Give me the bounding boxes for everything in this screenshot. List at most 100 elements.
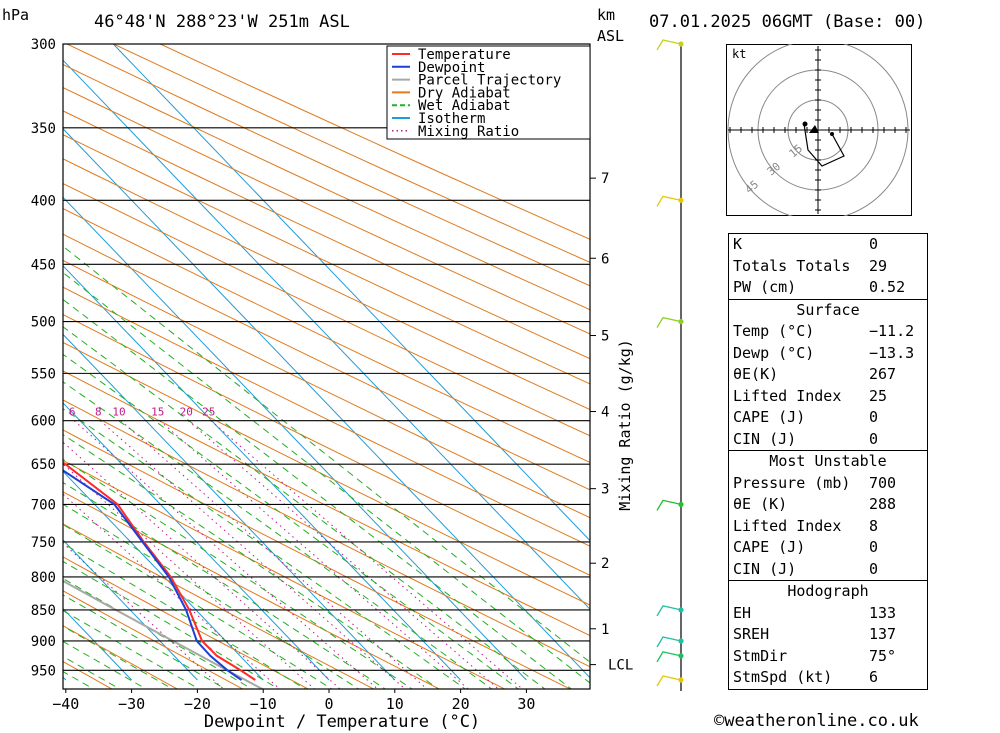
isotherm-line — [63, 607, 132, 681]
temperature-tick-label: −10 — [250, 695, 277, 713]
hodograph-point — [830, 132, 834, 136]
temperature-tick-label: 0 — [324, 695, 333, 713]
sfc-li-value: 25 — [869, 386, 888, 405]
sfc-li-label: Lifted Index — [733, 386, 842, 405]
wind-barb-staff — [656, 316, 682, 328]
wet-adiabat-line — [63, 594, 227, 689]
mu-pressure-label: Pressure (mb) — [733, 473, 851, 492]
wet-adiabat-line — [63, 408, 467, 689]
datetime-title: 07.01.2025 06GMT (Base: 00) — [649, 12, 926, 32]
mixing-ratio-line — [63, 493, 281, 689]
wet-adiabat-line — [63, 245, 590, 663]
temperature-tick-label: −40 — [52, 695, 79, 713]
km-tick-label: 3 — [601, 482, 609, 498]
wet-adiabat-line — [63, 655, 121, 689]
mu-li-label: Lifted Index — [733, 516, 842, 535]
storm-motion-marker — [809, 125, 819, 133]
eh-value: 133 — [869, 603, 897, 622]
sfc-temp-value: −11.2 — [869, 322, 915, 340]
sfc-dewp-value: −13.3 — [869, 343, 915, 362]
hodograph-point — [802, 121, 808, 127]
stmdir-value: 75° — [869, 646, 897, 665]
surface-title: Surface — [796, 300, 860, 319]
legend-label: Dewpoint — [418, 60, 485, 76]
dry-adiabat-line — [63, 625, 179, 689]
stmspd-label: StmSpd (kt) — [733, 668, 833, 686]
wind-barb — [656, 499, 684, 511]
km-tick-label: 4 — [601, 405, 609, 421]
pressure-tick-label: 950 — [31, 663, 56, 679]
hodograph-unit: kt — [732, 47, 746, 61]
pressure-tick-label: 750 — [31, 535, 56, 551]
hpa-label: hPa — [2, 6, 30, 24]
wet-adiabat-line — [63, 298, 573, 689]
wet-adiabat-line — [63, 326, 546, 689]
mixing-ratio-value-label: 10 — [112, 406, 125, 419]
wind-barb-staff — [656, 651, 682, 663]
pw-value: 0.52 — [869, 278, 906, 296]
dry-adiabat-line — [63, 233, 590, 491]
legend-label: Isotherm — [418, 111, 485, 127]
dewpoint-profile-line — [63, 469, 243, 681]
legend-box — [386, 45, 591, 140]
wind-barb-staff — [656, 499, 682, 511]
dry-adiabat-line — [63, 341, 590, 606]
km-tick-label: LCL — [608, 658, 633, 674]
wind-barb-staff — [656, 195, 682, 207]
dry-adiabat-line — [63, 590, 244, 689]
dry-adiabat-line — [63, 313, 590, 576]
mixing-ratio-value-label: 25 — [202, 406, 215, 419]
sreh-label: SREH — [733, 625, 770, 643]
credit-text: ©weatheronline.co.uk — [714, 711, 919, 731]
dry-adiabat-line — [63, 370, 590, 637]
pressure-tick-label: 900 — [31, 634, 56, 650]
pressure-tick-label: 850 — [31, 603, 56, 619]
pressure-tick-label: 350 — [31, 121, 56, 137]
isotherm-line — [63, 265, 461, 681]
km-tick-label: 2 — [601, 556, 609, 572]
mixing-ratio-value-label: 20 — [180, 406, 193, 419]
isotherm-line — [63, 128, 590, 679]
wet-adiabat-line — [63, 560, 280, 689]
legend-label: Dry Adiabat — [418, 85, 511, 101]
hodograph-trace — [803, 123, 845, 167]
plot-frame — [62, 43, 591, 690]
wind-barb-staff — [656, 675, 682, 687]
wind-barb — [656, 636, 684, 648]
sfc-cape-value: 0 — [869, 408, 879, 426]
mu-cape-label: CAPE (J) — [733, 538, 806, 556]
wind-barb — [656, 675, 684, 687]
isotherm-line — [63, 196, 527, 681]
temperature-tick-label: −20 — [184, 695, 211, 713]
asl-label: ASL — [597, 27, 625, 45]
sfc-temp-label: Temp (°C) — [733, 322, 815, 340]
sfc-cin-label: CIN (J) — [733, 429, 797, 448]
mu-cin-value: 0 — [869, 559, 879, 578]
pressure-tick-label: 550 — [31, 366, 56, 382]
mixing-ratio-line — [187, 420, 500, 689]
k-label: K — [733, 235, 743, 253]
isotherm-line — [63, 470, 264, 681]
legend-label: Wet Adiabat — [418, 98, 511, 114]
mu-title: Most Unstable — [769, 452, 887, 470]
tt-value: 29 — [869, 256, 888, 275]
mixing-ratio-line — [99, 420, 406, 689]
wind-barb — [656, 39, 684, 51]
k-value: 0 — [869, 235, 879, 253]
index-table: K 0 Totals Totals 29 PW (cm) 0.52 Surface T… — [728, 233, 928, 690]
wind-barb — [656, 316, 684, 328]
mu-thetae-value: 288 — [869, 495, 897, 513]
wind-barb-staff — [656, 605, 682, 617]
dry-adiabat-line — [63, 556, 310, 689]
sfc-thetae-value: 267 — [869, 365, 897, 383]
isotherm-line — [63, 539, 198, 681]
isotherm-line — [63, 333, 396, 681]
dry-adiabat-line — [63, 286, 590, 547]
wind-barb-dot — [678, 607, 684, 613]
stmspd-value: 6 — [869, 668, 879, 686]
dry-adiabat-line — [63, 208, 590, 464]
sfc-cape-label: CAPE (J) — [733, 408, 806, 426]
dry-adiabat-line — [63, 459, 506, 689]
mu-cin-label: CIN (J) — [733, 559, 797, 578]
